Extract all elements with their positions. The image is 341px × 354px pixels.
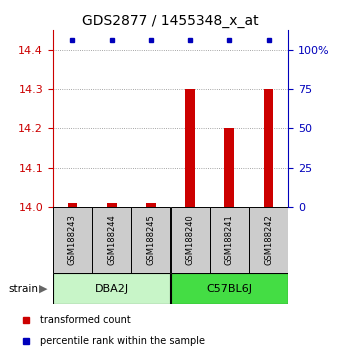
Text: percentile rank within the sample: percentile rank within the sample [40, 336, 205, 346]
Bar [249, 207, 288, 273]
Text: strain: strain [9, 284, 39, 293]
Bar [210, 207, 249, 273]
Text: GSM188243: GSM188243 [68, 215, 77, 265]
Bar [53, 273, 170, 304]
Bar [68, 203, 77, 207]
Text: GSM188241: GSM188241 [225, 215, 234, 265]
Bar [53, 207, 92, 273]
Text: GSM188242: GSM188242 [264, 215, 273, 265]
Bar [131, 207, 170, 273]
Title: GDS2877 / 1455348_x_at: GDS2877 / 1455348_x_at [82, 14, 259, 28]
Text: GSM188240: GSM188240 [186, 215, 195, 265]
Text: DBA2J: DBA2J [94, 284, 129, 293]
Text: GSM188245: GSM188245 [146, 215, 155, 265]
Bar [146, 203, 156, 207]
Bar [170, 273, 288, 304]
Bar [107, 203, 117, 207]
Text: transformed count: transformed count [40, 315, 130, 325]
Text: GSM188244: GSM188244 [107, 215, 116, 265]
Bar [92, 207, 131, 273]
Bar [264, 89, 273, 207]
Text: C57BL6J: C57BL6J [206, 284, 252, 293]
Text: ▶: ▶ [39, 284, 48, 293]
Bar [170, 207, 210, 273]
Bar [224, 129, 234, 207]
Bar [185, 89, 195, 207]
